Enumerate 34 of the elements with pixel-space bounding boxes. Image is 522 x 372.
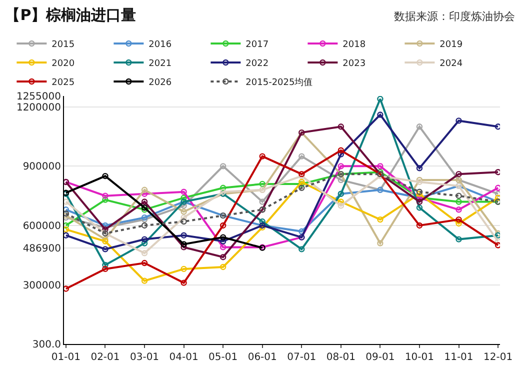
x-tick-label: 06-01 (248, 352, 277, 363)
x-tick-label: 09-01 (366, 352, 395, 363)
y-tick-label: 1200000 (16, 102, 61, 114)
legend-label: 2020 (52, 59, 75, 70)
legend-label: 2025 (52, 78, 75, 88)
x-tick-label: 08-01 (326, 352, 356, 363)
x-tick-label: 04-01 (169, 352, 198, 363)
y-tick-label: 900000 (22, 162, 61, 173)
x-tick-label: 12-01 (484, 352, 513, 363)
x-tick-label: 07-01 (287, 352, 316, 363)
legend-label: 2026 (148, 78, 172, 88)
source-note: 数据来源：印度炼油协会 (394, 10, 515, 23)
y-tick-label: 300.0 (32, 340, 61, 350)
x-tick-label: 03-01 (130, 352, 160, 363)
legend-label: 2019 (440, 40, 463, 50)
y-tick-label: 300000 (22, 280, 61, 292)
y-tick-label: 486900 (22, 243, 61, 254)
legend-label: 2021 (148, 59, 172, 70)
legend-label: 2023 (342, 59, 366, 70)
chart-title: 【P】棕榈油进口量 (5, 6, 136, 24)
x-tick-label: 05-01 (208, 352, 238, 363)
x-tick-label: 02-01 (90, 352, 120, 363)
x-tick-label: 01-01 (51, 352, 80, 363)
x-tick-label: 11-01 (444, 352, 474, 363)
y-tick-label: 600000 (22, 220, 61, 232)
legend-label: 2018 (342, 40, 366, 50)
y-tick-label: 1255000 (16, 92, 61, 102)
x-tick-label: 10-01 (404, 352, 434, 363)
legend-label: 2016 (148, 40, 172, 50)
legend-label: 2015 (52, 40, 75, 50)
legend-label: 2024 (440, 59, 463, 70)
legend-label: 2015-2025均值 (246, 77, 313, 88)
legend-label: 2017 (246, 40, 269, 50)
legend-label: 2022 (246, 59, 269, 70)
